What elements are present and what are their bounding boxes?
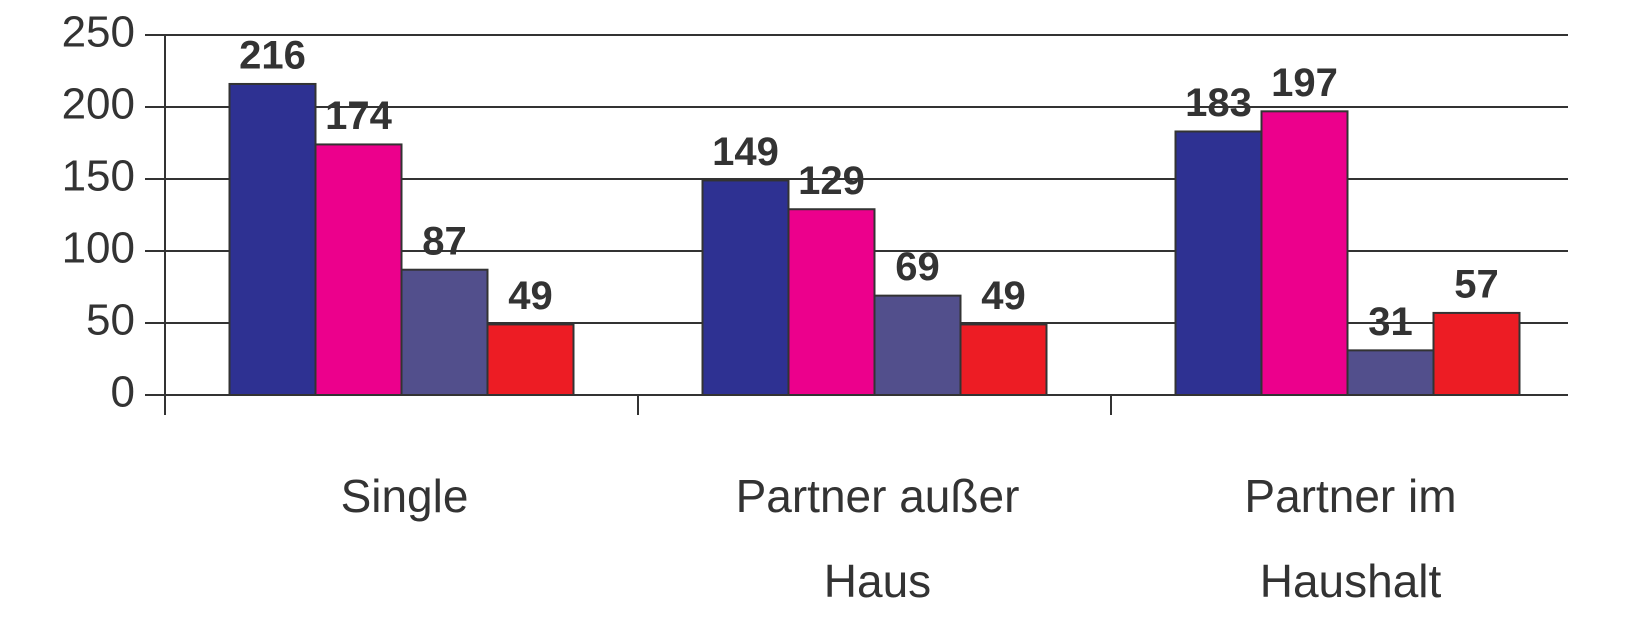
bar [1346, 349, 1435, 396]
y-tick-label: 0 [111, 368, 135, 417]
value-label: 31 [1368, 300, 1413, 344]
bar [873, 294, 962, 397]
y-tick-label: 100 [62, 224, 135, 273]
bar [959, 323, 1048, 396]
x-tick-label: Partner im [1244, 470, 1456, 522]
y-tick-label: 150 [62, 152, 135, 201]
value-label: 49 [981, 274, 1026, 318]
value-label: 129 [798, 159, 865, 203]
bar [701, 179, 790, 396]
bar [486, 323, 575, 396]
bar [1260, 110, 1349, 396]
value-label: 149 [712, 130, 779, 174]
bar [787, 208, 876, 396]
value-label: 57 [1454, 262, 1499, 306]
x-tick-label: Single [341, 470, 469, 522]
bar [400, 268, 489, 396]
value-label: 69 [895, 245, 940, 289]
bar [1432, 311, 1521, 397]
x-tick-label: Partner außer [736, 470, 1020, 522]
x-tick-label: Haus [824, 555, 931, 607]
bar [228, 82, 317, 397]
y-tick-label: 200 [62, 80, 135, 129]
value-label: 183 [1185, 81, 1252, 125]
value-label: 174 [325, 94, 392, 138]
bar [1174, 130, 1263, 396]
y-tick-label: 50 [86, 296, 135, 345]
value-label: 49 [508, 274, 553, 318]
value-label: 216 [239, 34, 306, 78]
y-tick-label: 250 [62, 8, 135, 57]
x-tick-label: Haushalt [1260, 555, 1442, 607]
value-label: 87 [422, 219, 467, 263]
bar [314, 143, 403, 396]
value-label: 197 [1271, 61, 1338, 105]
